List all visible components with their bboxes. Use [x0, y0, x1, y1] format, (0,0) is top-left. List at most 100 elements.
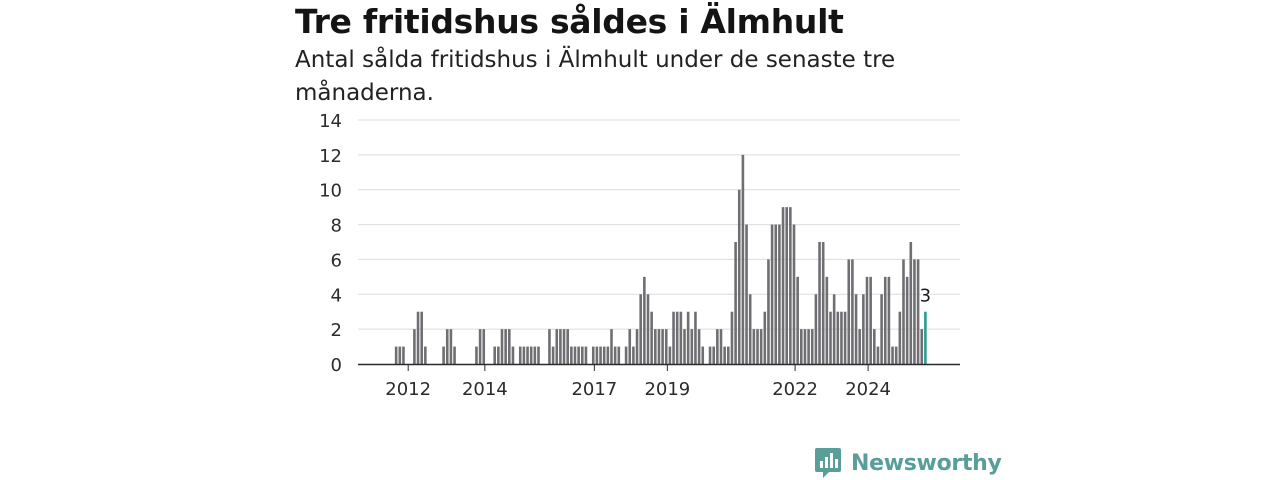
bar [402, 346, 405, 364]
bar [756, 329, 759, 364]
bar [909, 242, 913, 364]
bar [526, 346, 529, 364]
x-tick-label: 2014 [462, 379, 508, 400]
bar [792, 224, 796, 364]
bar [657, 329, 661, 364]
bar [559, 329, 562, 364]
bar [606, 346, 610, 364]
bar [719, 329, 723, 364]
bar [679, 311, 683, 364]
bar [836, 311, 840, 364]
bar [686, 311, 690, 364]
bar [894, 346, 898, 364]
bar [748, 294, 752, 364]
bar [873, 329, 876, 364]
bar [639, 294, 642, 364]
bar [453, 346, 456, 364]
bar [508, 329, 511, 364]
bar [829, 311, 832, 364]
bar [803, 329, 807, 364]
bar [529, 346, 533, 364]
bar [581, 346, 584, 364]
y-tick-label: 6 [331, 250, 342, 271]
chart-title: Tre fritidshus såldes i Älmhult [295, 2, 844, 41]
bar [825, 276, 829, 364]
bar [533, 346, 537, 364]
bar [883, 276, 887, 364]
bar [920, 329, 924, 364]
bar [643, 276, 646, 364]
bar [876, 346, 880, 364]
bar [851, 259, 854, 364]
bar [646, 294, 650, 364]
bar [800, 329, 803, 364]
bar [475, 346, 478, 364]
x-tick-label: 2024 [845, 379, 891, 400]
x-tick-label: 2019 [644, 379, 690, 400]
bar [624, 346, 628, 364]
bar [591, 346, 595, 364]
bar [847, 259, 851, 364]
bar [610, 329, 613, 364]
bar [522, 346, 526, 364]
bar [690, 329, 694, 364]
bar [482, 329, 486, 364]
bar-chart-speech-bubble-icon [815, 448, 841, 478]
bar [865, 276, 869, 364]
bar [599, 346, 602, 364]
bar [767, 259, 770, 364]
newsworthy-logo: Newsworthy [814, 446, 1002, 480]
x-axis-tick-labels: 2012 2014 2017 2019 2022 2024 [385, 364, 891, 400]
bar [562, 329, 566, 364]
bar [413, 329, 416, 364]
bar [741, 154, 745, 364]
bar [675, 311, 679, 364]
bar [752, 329, 756, 364]
bar [664, 329, 668, 364]
bar [595, 346, 599, 364]
bar [394, 346, 398, 364]
bar [781, 207, 785, 364]
bar [843, 311, 847, 364]
bar [796, 276, 799, 364]
highlighted-bar [924, 311, 927, 364]
bar [778, 224, 781, 364]
bar [814, 294, 818, 364]
bar [716, 329, 719, 364]
bar [727, 346, 730, 364]
bar [566, 329, 569, 364]
bar [818, 242, 821, 364]
bar [573, 346, 577, 364]
bar [902, 259, 905, 364]
bar [551, 346, 555, 364]
bar [789, 207, 792, 364]
bar [916, 259, 920, 364]
bar [424, 346, 427, 364]
bar [887, 276, 891, 364]
y-tick-label: 14 [319, 111, 342, 132]
bar [708, 346, 712, 364]
bar [854, 294, 858, 364]
bar [416, 311, 420, 364]
bar [548, 329, 551, 364]
bar [537, 346, 540, 364]
bar [810, 329, 814, 364]
bar [832, 294, 836, 364]
bar [584, 346, 588, 364]
x-tick-label: 2017 [571, 379, 617, 400]
bar [683, 329, 686, 364]
bar [650, 311, 653, 364]
bar [500, 329, 504, 364]
bar [807, 329, 810, 364]
y-tick-label: 4 [331, 285, 342, 306]
bars [394, 154, 927, 364]
y-tick-label: 8 [331, 216, 342, 237]
bar [445, 329, 449, 364]
annotations: 3 [918, 284, 932, 308]
bar [449, 329, 453, 364]
bar [672, 311, 675, 364]
bar [858, 329, 861, 364]
bar [442, 346, 445, 364]
x-tick-label: 2012 [385, 379, 431, 400]
